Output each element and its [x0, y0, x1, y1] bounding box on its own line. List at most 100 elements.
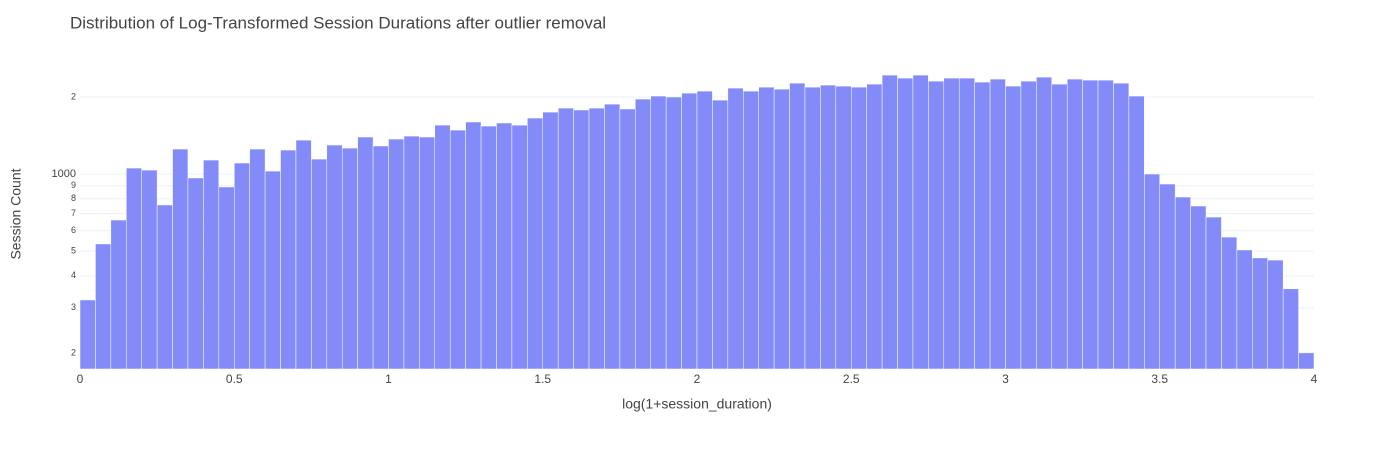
bar — [958, 77, 975, 370]
y-tick-label: 7 — [71, 208, 76, 218]
y-tick-label: 6 — [71, 225, 76, 235]
bar — [1205, 216, 1222, 370]
bar — [1082, 79, 1099, 370]
bar — [1066, 78, 1083, 370]
bar — [372, 145, 389, 370]
y-tick-label: 9 — [71, 180, 76, 190]
bar — [1174, 196, 1191, 370]
x-axis-title: log(1+session_duration) — [622, 396, 772, 412]
bar — [465, 121, 482, 370]
bar — [172, 148, 189, 370]
bar — [665, 96, 682, 370]
bar — [897, 77, 914, 370]
bar — [496, 122, 513, 370]
bar — [249, 148, 266, 370]
bar — [341, 147, 358, 370]
bar — [326, 144, 343, 370]
y-tick-label: 1000 — [52, 168, 76, 180]
bar — [403, 135, 420, 370]
bar — [635, 98, 651, 370]
y-tick-label: 3 — [71, 302, 76, 312]
bar — [141, 169, 158, 370]
bar — [388, 138, 405, 370]
bar — [1128, 95, 1145, 370]
x-tick-label: 2.5 — [843, 372, 860, 386]
bar — [527, 117, 544, 370]
y-tick-label: 5 — [71, 245, 76, 255]
bar — [758, 86, 775, 370]
bar — [912, 74, 929, 370]
bar — [989, 78, 1006, 370]
x-tick-label: 0 — [77, 372, 84, 386]
bar — [573, 109, 590, 370]
bar — [789, 82, 806, 370]
bar — [295, 139, 312, 370]
bar — [110, 219, 127, 370]
bar — [727, 87, 744, 370]
y-axis-title: Session Count — [8, 168, 24, 259]
bar — [650, 95, 667, 370]
bar — [696, 90, 713, 370]
bar — [542, 111, 559, 370]
bar — [511, 124, 528, 370]
bar — [681, 92, 698, 370]
bar — [1097, 79, 1114, 370]
bar — [187, 177, 204, 370]
bar — [619, 108, 636, 370]
bar — [1252, 257, 1268, 370]
bar — [1298, 352, 1315, 370]
bar — [311, 158, 328, 370]
bar — [1036, 76, 1053, 370]
bar — [1221, 236, 1238, 370]
bar — [881, 74, 898, 370]
bar — [712, 99, 729, 370]
bar — [557, 107, 574, 370]
y-tick-label: 8 — [71, 193, 76, 203]
bar — [866, 83, 883, 370]
bar — [434, 124, 451, 370]
y-tick-label: 2 — [71, 91, 76, 101]
bar — [156, 204, 173, 370]
x-tick-label: 3.5 — [1151, 372, 1168, 386]
x-tick-label: 1.5 — [534, 372, 551, 386]
bar — [79, 299, 96, 370]
bar — [126, 167, 142, 370]
bar — [1005, 85, 1022, 370]
bar — [1051, 83, 1068, 370]
x-tick-label: 1 — [385, 372, 392, 386]
bar — [357, 136, 374, 370]
bar — [480, 125, 497, 370]
bar — [604, 103, 621, 370]
bar — [1159, 183, 1176, 370]
chart-title: Distribution of Log-Transformed Session … — [70, 13, 606, 32]
bar — [280, 149, 297, 370]
bar — [1113, 82, 1130, 370]
bar — [419, 136, 436, 370]
bar — [1190, 205, 1207, 370]
bar — [773, 88, 790, 370]
bar — [203, 159, 220, 370]
bar — [1267, 259, 1284, 370]
x-tick-label: 4 — [1311, 372, 1318, 386]
bar — [218, 186, 235, 370]
bar — [1236, 249, 1253, 370]
bar — [804, 86, 821, 370]
bar — [851, 86, 867, 370]
bar — [1020, 80, 1037, 370]
bar — [449, 129, 466, 370]
bar — [835, 85, 852, 370]
bar — [1144, 173, 1160, 370]
bar — [743, 90, 759, 370]
bar — [264, 170, 281, 370]
bar — [1282, 288, 1299, 370]
y-tick-label: 4 — [71, 270, 76, 280]
bar — [943, 77, 960, 370]
bar — [820, 84, 837, 370]
bar — [974, 81, 991, 370]
bar — [588, 107, 605, 370]
bar — [928, 80, 945, 370]
y-tick-label: 2 — [71, 347, 76, 357]
x-tick-label: 3 — [1002, 372, 1009, 386]
x-tick-label: 2 — [694, 372, 701, 386]
